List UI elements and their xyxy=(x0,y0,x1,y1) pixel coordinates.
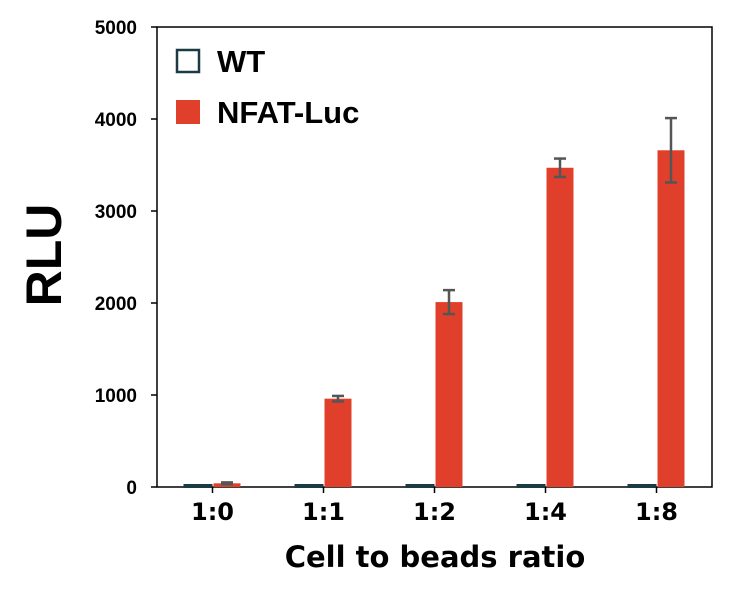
legend-label-nfat-luc: NFAT-Luc xyxy=(217,95,359,130)
bar-nfat-luc xyxy=(324,398,352,487)
y-tick-label: 5000 xyxy=(95,18,137,39)
bar-wt xyxy=(183,484,213,488)
y-tick-label: 1000 xyxy=(95,386,137,407)
x-tick-label: 1:4 xyxy=(524,498,567,526)
bars-layer xyxy=(183,150,685,488)
bar-nfat-luc xyxy=(546,167,574,487)
x-axis-ticks: 1:0 1:1 1:2 1:4 1:8 xyxy=(191,487,678,526)
x-tick-label: 1:2 xyxy=(413,498,456,526)
bar-wt xyxy=(294,484,324,488)
y-axis-ticks: 0 1000 2000 3000 4000 5000 xyxy=(95,18,157,499)
legend: WT NFAT-Luc xyxy=(175,44,359,130)
x-tick-label: 1:0 xyxy=(191,498,234,526)
bar-wt xyxy=(516,484,546,488)
y-axis-label: RLU xyxy=(16,204,72,307)
x-tick-label: 1:8 xyxy=(635,498,678,526)
y-tick-label: 4000 xyxy=(95,110,137,131)
bar-nfat-luc xyxy=(435,302,463,487)
x-tick-label: 1:1 xyxy=(302,498,345,526)
error-bars-layer xyxy=(221,116,677,486)
bar-nfat-luc xyxy=(657,150,685,487)
x-axis-label: Cell to beads ratio xyxy=(285,540,586,574)
legend-swatch-wt xyxy=(175,48,201,74)
legend-swatch-nfat-luc xyxy=(176,100,200,124)
bar-wt xyxy=(405,484,435,488)
legend-label-wt: WT xyxy=(217,44,265,79)
bar-wt xyxy=(627,484,657,488)
y-tick-label: 3000 xyxy=(95,202,137,223)
y-tick-label: 0 xyxy=(126,478,137,499)
y-tick-label: 2000 xyxy=(95,294,137,315)
